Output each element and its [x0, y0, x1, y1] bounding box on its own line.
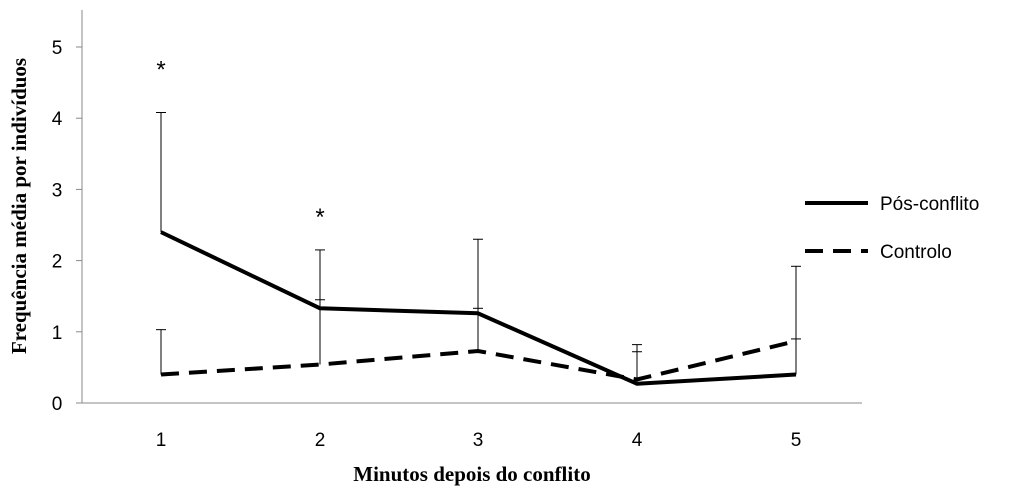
- legend-label: Pós-conflito: [880, 194, 979, 215]
- x-tick-label: 3: [473, 430, 484, 451]
- x-tick-label: 1: [156, 430, 167, 451]
- y-tick-label: 3: [52, 180, 63, 201]
- y-tick-label: 2: [52, 252, 63, 273]
- y-tick-label: 5: [52, 38, 63, 59]
- series-line-pos-conflito: [160, 230, 797, 386]
- significance-marker: *: [315, 204, 324, 231]
- annotations: **: [156, 57, 324, 231]
- x-tick-label: 5: [791, 430, 802, 451]
- tick-labels: 0 1 2 3 4 5 1 2 3 4 5: [52, 38, 802, 451]
- x-tick-label: 2: [315, 430, 326, 451]
- legend: Pós-conflito Controlo: [805, 194, 979, 263]
- y-tick-label: 0: [52, 394, 63, 415]
- significance-marker: *: [156, 57, 165, 84]
- series-lines: [160, 230, 797, 386]
- error-bars: [156, 112, 801, 384]
- y-tick-label: 4: [52, 109, 63, 130]
- axes: [76, 10, 862, 404]
- x-tick-label: 4: [632, 430, 643, 451]
- series-line-controlo: [160, 339, 797, 382]
- legend-label: Controlo: [880, 242, 952, 263]
- y-tick-label: 1: [52, 323, 63, 344]
- x-axis-title: Minutos depois do conflito: [353, 462, 590, 486]
- y-axis-title: Frequência média por indivíduos: [7, 58, 31, 354]
